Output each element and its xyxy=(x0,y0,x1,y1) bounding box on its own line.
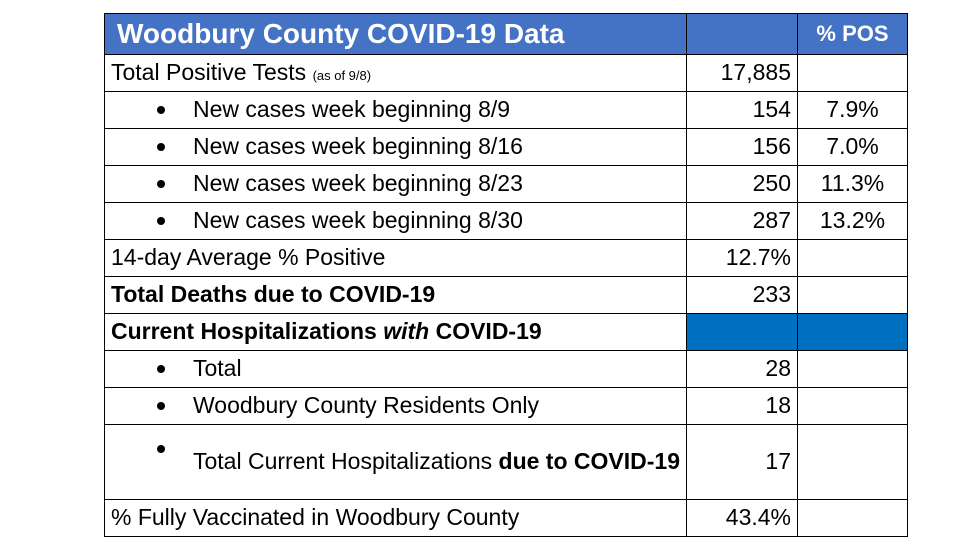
table-row: New cases week beginning 8/23 250 11.3% xyxy=(104,165,908,203)
table-row: New cases week beginning 8/30 287 13.2% xyxy=(104,202,908,240)
highlight-cell xyxy=(686,313,798,351)
empty-cell xyxy=(797,424,908,500)
pos-column-header: % POS xyxy=(797,13,908,55)
table-row: Total Deaths due to COVID-19 233 xyxy=(104,276,908,314)
table-row: Current Hospitalizations with COVID-19 xyxy=(104,313,908,351)
header-blank-cell xyxy=(686,13,798,55)
week-label: New cases week beginning 8/30 xyxy=(104,202,687,240)
week-cases: 250 xyxy=(686,165,798,203)
week-label: New cases week beginning 8/9 xyxy=(104,91,687,129)
empty-cell xyxy=(797,276,908,314)
avg-positive-label: 14-day Average % Positive xyxy=(104,239,687,277)
table-row: Woodbury County Residents Only 18 xyxy=(104,387,908,425)
total-positive-label: Total Positive Tests (as of 9/8) xyxy=(104,54,687,92)
hosp-residents-label: Woodbury County Residents Only xyxy=(104,387,687,425)
hosp-total-label: Total xyxy=(104,350,687,388)
table-row: Total Current Hospitalizations due to CO… xyxy=(104,424,908,500)
highlight-cell xyxy=(797,313,908,351)
table-row: New cases week beginning 8/9 154 7.9% xyxy=(104,91,908,129)
hosp-due-to-label: Total Current Hospitalizations due to CO… xyxy=(104,424,687,500)
empty-cell xyxy=(797,499,908,537)
covid-data-table: Woodbury County COVID-19 Data % POS Tota… xyxy=(104,13,908,537)
week-pos: 7.0% xyxy=(797,128,908,166)
week-label: New cases week beginning 8/23 xyxy=(104,165,687,203)
total-positive-text: Total Positive Tests xyxy=(111,59,307,86)
hosp-due-to-bold: due to COVID-19 xyxy=(498,448,680,475)
table-row: % Fully Vaccinated in Woodbury County 43… xyxy=(104,499,908,537)
week-cases: 156 xyxy=(686,128,798,166)
hosp-residents-value: 18 xyxy=(686,387,798,425)
week-cases: 287 xyxy=(686,202,798,240)
table-row: Total Positive Tests (as of 9/8) 17,885 xyxy=(104,54,908,92)
table-row: New cases week beginning 8/16 156 7.0% xyxy=(104,128,908,166)
hosp-total-value: 28 xyxy=(686,350,798,388)
table-row: 14-day Average % Positive 12.7% xyxy=(104,239,908,277)
empty-cell xyxy=(797,54,908,92)
table-header-row: Woodbury County COVID-19 Data % POS xyxy=(104,13,908,55)
deaths-label: Total Deaths due to COVID-19 xyxy=(104,276,687,314)
hosp-due-to-pre: Total Current Hospitalizations xyxy=(193,448,499,475)
vaccinated-value: 43.4% xyxy=(686,499,798,537)
week-pos: 7.9% xyxy=(797,91,908,129)
empty-cell xyxy=(797,350,908,388)
hosp-due-to-value: 17 xyxy=(686,424,798,500)
hosp-header-em: with xyxy=(383,318,430,345)
vaccinated-label: % Fully Vaccinated in Woodbury County xyxy=(104,499,687,537)
hosp-header-post: COVID-19 xyxy=(429,318,542,345)
hosp-header-pre: Current Hospitalizations xyxy=(111,318,384,345)
week-label: New cases week beginning 8/16 xyxy=(104,128,687,166)
empty-cell xyxy=(797,387,908,425)
week-cases: 154 xyxy=(686,91,798,129)
avg-positive-value: 12.7% xyxy=(686,239,798,277)
hospitalizations-header: Current Hospitalizations with COVID-19 xyxy=(104,313,687,351)
week-pos: 11.3% xyxy=(797,165,908,203)
week-pos: 13.2% xyxy=(797,202,908,240)
table-title: Woodbury County COVID-19 Data xyxy=(104,13,687,55)
deaths-value: 233 xyxy=(686,276,798,314)
table-row: Total 28 xyxy=(104,350,908,388)
empty-cell xyxy=(797,239,908,277)
as-of-note: (as of 9/8) xyxy=(312,68,372,84)
total-positive-value: 17,885 xyxy=(686,54,798,92)
